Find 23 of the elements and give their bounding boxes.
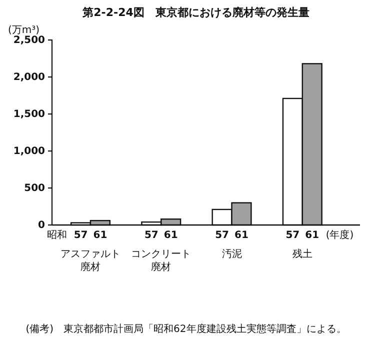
x-tick-label: アスファルト廃材 [60, 249, 120, 273]
y-tick-label: 1,000 [13, 146, 46, 158]
text: 57 [215, 230, 230, 241]
text: 57 [286, 230, 300, 241]
text: 昭和 [47, 229, 68, 241]
text: 61 [234, 230, 248, 241]
y-tick-label: 2,500 [13, 35, 46, 46]
text: 57 [144, 230, 158, 241]
x-tick-label: 残土 [292, 248, 312, 260]
y-axis-title: (万m³) [8, 25, 40, 36]
y-tick-label: 0 [38, 220, 46, 232]
y-tick-label: 1,500 [13, 109, 46, 120]
y-tick-label: 500 [24, 183, 46, 194]
series-label: 61 [93, 230, 108, 241]
x-axis-title: (年度) [326, 229, 354, 241]
x-tick-label: 汚泥 [222, 248, 242, 260]
text: 61 [305, 230, 320, 241]
text: 61 [164, 230, 178, 241]
text: (備考) 東京都都市計画局「昭和62年度建設残土実態等調査」による。 [26, 323, 346, 335]
chart-title: 第2-2-24図 東京都における廃材等の発生量 [82, 6, 310, 19]
series-label: 57 [74, 230, 88, 241]
x-tick-label: コンクリート廃材 [131, 249, 192, 273]
y-tick-label: 2,000 [13, 72, 46, 84]
